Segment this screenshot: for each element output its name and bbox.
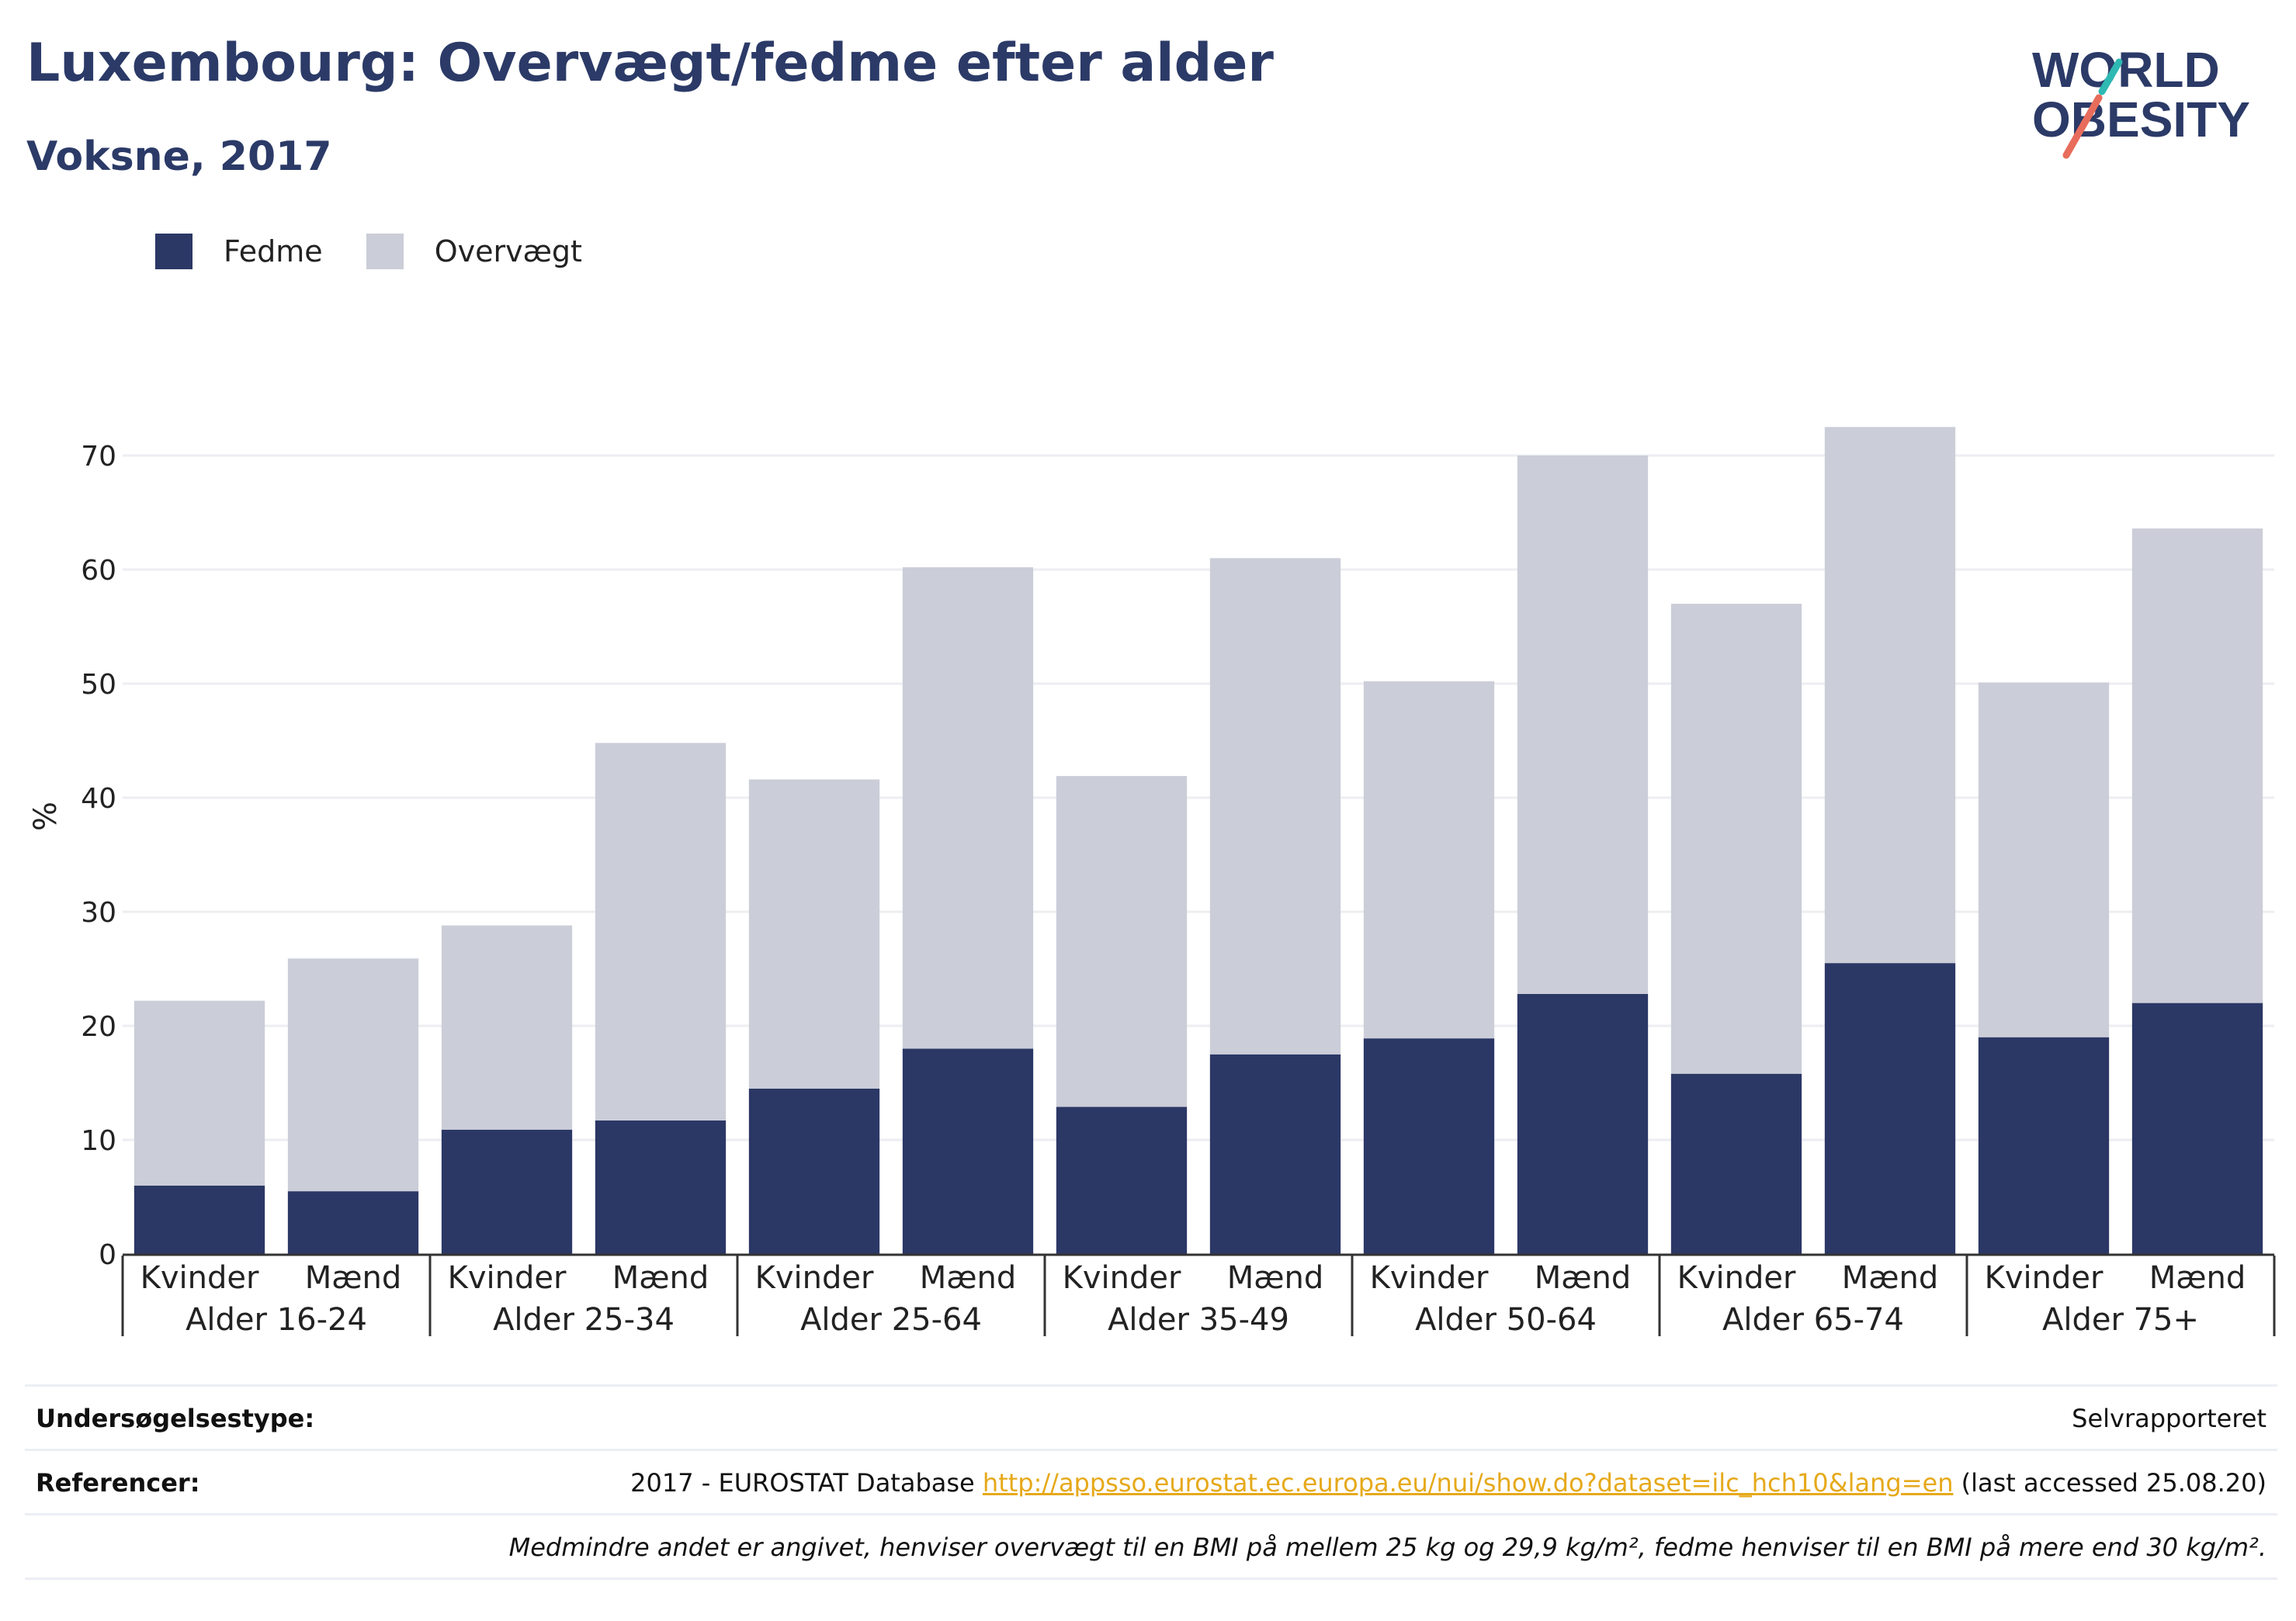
bar-overvaegt: [748, 779, 880, 1089]
world-obesity-logo: WORLD OBESITY: [2032, 42, 2250, 159]
bar-fedme: [595, 1120, 727, 1254]
bar-fedme: [1517, 993, 1649, 1254]
legend-label-overvaegt: Overvægt: [434, 234, 582, 268]
bar-fedme: [1209, 1054, 1341, 1254]
bar-fedme: [1056, 1107, 1188, 1254]
references-link[interactable]: http://appsso.eurostat.ec.europa.eu/nui/…: [982, 1468, 1954, 1498]
footer-row-references: Referencer: 2017 - EUROSTAT Database htt…: [25, 1449, 2277, 1513]
logo-word-obesity: OBESITY: [2032, 92, 2250, 147]
y-tick-label: 30: [81, 897, 116, 929]
legend-swatch-overvaegt: [366, 234, 404, 269]
x-tick-label: Kvinder: [448, 1260, 567, 1296]
bar-fedme: [441, 1129, 573, 1254]
footer-table: Undersøgelsestype: Selvrapporteret Refer…: [25, 1384, 2277, 1580]
footer-row-survey-type: Undersøgelsestype: Selvrapporteret: [25, 1384, 2277, 1449]
bar-overvaegt: [1363, 681, 1495, 1039]
x-tick-label: Kvinder: [1985, 1260, 2104, 1296]
legend-swatch-fedme: [155, 234, 192, 269]
y-tick-label: 10: [81, 1125, 116, 1157]
y-tick-label: 20: [81, 1011, 116, 1043]
definition-note: Medmindre andet er angivet, henviser ove…: [508, 1533, 2267, 1562]
y-tick-label: 70: [81, 441, 116, 473]
legend: Fedme Overvægt: [155, 230, 626, 273]
x-tick-label: Mænd: [612, 1260, 709, 1296]
y-tick-label: 40: [81, 783, 116, 815]
x-tick-label: Kvinder: [1677, 1260, 1796, 1296]
bar-overvaegt: [1517, 455, 1649, 994]
x-tick-label: Kvinder: [1370, 1260, 1489, 1296]
chart-subtitle: Voksne, 2017: [26, 133, 332, 180]
bar-overvaegt: [1824, 427, 1956, 964]
bar-overvaegt: [1209, 558, 1341, 1055]
legend-item-fedme[interactable]: Fedme: [155, 234, 323, 269]
y-tick-label: 60: [81, 555, 116, 587]
bar-fedme: [902, 1048, 1034, 1254]
logo-stroke-teal: [2098, 58, 2123, 95]
x-group-label: Alder 25-34: [493, 1302, 675, 1338]
bar-overvaegt: [2131, 528, 2263, 1003]
x-tick-label: Mænd: [1227, 1260, 1324, 1296]
bar-fedme: [1363, 1038, 1495, 1254]
bar-overvaegt: [1056, 776, 1188, 1107]
bar-fedme: [1670, 1073, 1802, 1254]
x-tick-label: Kvinder: [140, 1260, 259, 1296]
bar-chart: 0 10 20 30 40 50 60 70% Kvinder Mænd Kvinder Mænd Kv…: [28, 427, 2276, 1338]
bar-fedme: [1978, 1037, 2110, 1254]
y-tick-label: 0: [99, 1239, 116, 1271]
bar-fedme: [1824, 963, 1956, 1254]
bar-overvaegt: [902, 567, 1034, 1049]
references-label: Referencer:: [36, 1468, 200, 1498]
bar-fedme: [748, 1088, 880, 1254]
survey-type-label: Undersøgelsestype:: [36, 1404, 315, 1433]
logo-word-world: WORLD: [2032, 42, 2220, 98]
x-tick-label: Kvinder: [755, 1260, 874, 1296]
references-prefix: 2017 - EUROSTAT Database: [630, 1468, 983, 1498]
references-value: 2017 - EUROSTAT Database http://appsso.e…: [630, 1468, 2267, 1498]
bar-overvaegt: [134, 1000, 265, 1186]
x-tick-label: Mænd: [2149, 1260, 2246, 1296]
references-suffix: (last accessed 25.08.20): [1953, 1468, 2267, 1498]
legend-label-fedme: Fedme: [224, 234, 323, 268]
logo-stroke-coral: [2062, 94, 2103, 159]
legend-item-overvaegt[interactable]: Overvægt: [366, 234, 582, 269]
footer-row-note: Medmindre andet er angivet, henviser ove…: [25, 1513, 2277, 1580]
x-tick-label: Mænd: [920, 1260, 1017, 1296]
x-tick-label: Kvinder: [1063, 1260, 1181, 1296]
x-group-label: Alder 50-64: [1415, 1302, 1597, 1338]
x-group-label: Alder 16-24: [186, 1302, 367, 1338]
bar-overvaegt: [595, 743, 727, 1121]
x-group-label: Alder 25-64: [800, 1302, 982, 1338]
x-tick-label: Mænd: [1842, 1260, 1939, 1296]
survey-type-value: Selvrapporteret: [2072, 1404, 2267, 1433]
bar-overvaegt: [1670, 604, 1802, 1074]
bar-overvaegt: [1978, 682, 2110, 1037]
bar-fedme: [2131, 1003, 2263, 1254]
y-axis-label: %: [28, 802, 64, 831]
bar-fedme: [134, 1185, 265, 1254]
y-tick-label: 50: [81, 669, 116, 701]
bar-fedme: [287, 1191, 419, 1254]
x-group-label: Alder 65-74: [1722, 1302, 1904, 1338]
x-tick-label: Mænd: [305, 1260, 402, 1296]
x-tick-label: Mænd: [1535, 1260, 1632, 1296]
bar-overvaegt: [441, 925, 573, 1130]
x-group-label: Alder 75+: [2042, 1302, 2199, 1338]
chart-title: Luxembourg: Overvægt/fedme efter alder: [26, 33, 1274, 94]
bar-overvaegt: [287, 958, 419, 1192]
x-group-label: Alder 35-49: [1108, 1302, 1289, 1338]
